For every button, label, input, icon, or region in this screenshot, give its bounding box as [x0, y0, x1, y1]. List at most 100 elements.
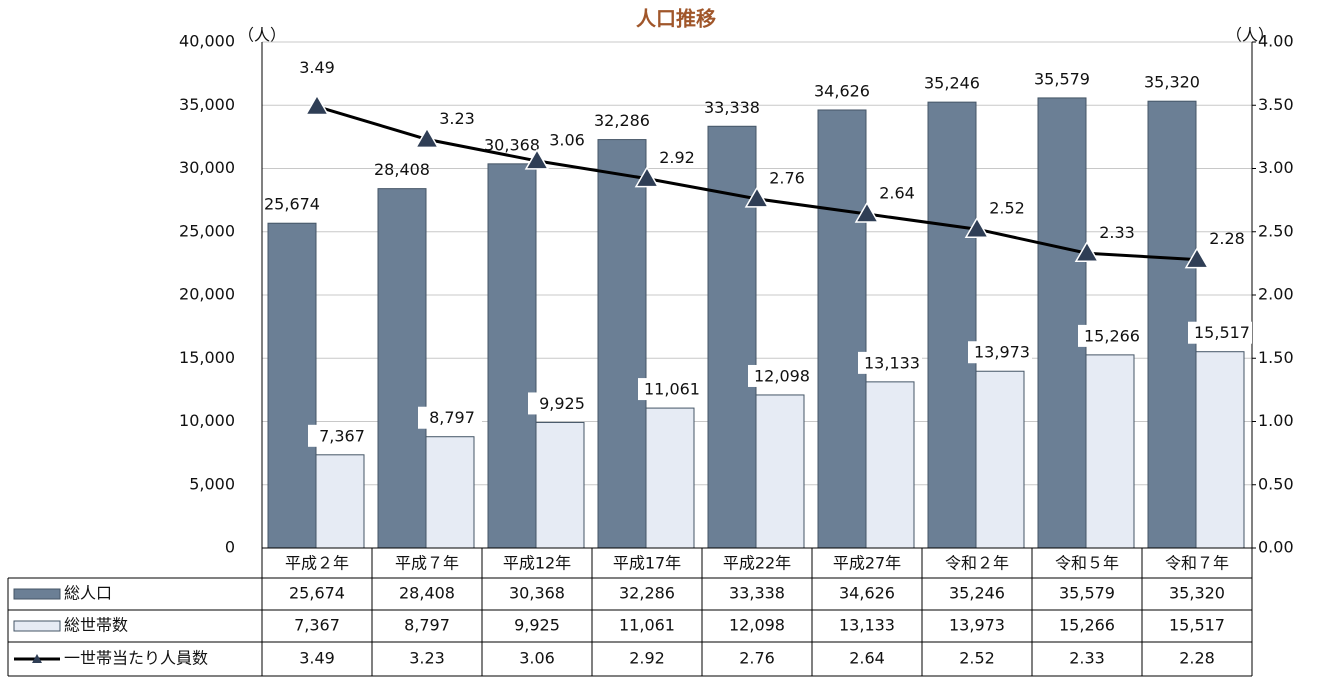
label-bg — [1078, 324, 1142, 347]
bar — [425, 436, 475, 549]
table-cell: 25,674 — [289, 584, 345, 603]
y-tick-label: 35,000 — [179, 95, 235, 114]
bar-value-label: 34,626 — [814, 81, 870, 100]
table-cell: 15,517 — [1169, 616, 1225, 635]
y-axis-label: （人） — [238, 26, 286, 45]
table-cell: 2.92 — [629, 649, 665, 668]
label-bg — [748, 364, 812, 387]
y2-tick-label: 0.00 — [1258, 538, 1294, 557]
table-cell: 13,133 — [839, 616, 895, 635]
bar — [315, 454, 365, 549]
x-tick-label: 令和７年 — [1165, 554, 1229, 573]
marker — [524, 148, 550, 170]
y-tick-label: 5,000 — [189, 474, 235, 493]
bar — [267, 222, 317, 549]
legend-swatch — [13, 588, 61, 600]
marker — [964, 216, 990, 238]
bar — [817, 109, 867, 549]
line-value-label: 2.64 — [879, 184, 915, 203]
x-tick-label: 平成22年 — [723, 554, 791, 573]
y2-axis-label: （人） — [1226, 26, 1274, 45]
marker — [1074, 240, 1100, 263]
line-value-label: 2.52 — [989, 199, 1025, 218]
bar — [645, 407, 695, 549]
bar-value-label: 28,408 — [374, 160, 430, 179]
table-cell: 13,973 — [949, 616, 1005, 635]
table-cell: 9,925 — [514, 616, 560, 635]
y2-tick-label: 2.50 — [1258, 221, 1294, 240]
table-cell: 15,266 — [1059, 616, 1115, 635]
y-tick-label: 0 — [225, 538, 235, 557]
legend-label: 一世帯当たり人員数 — [64, 649, 208, 668]
table-cell: 35,320 — [1169, 584, 1225, 603]
table-cell: 2.33 — [1069, 649, 1105, 668]
y-tick-label: 25,000 — [179, 221, 235, 240]
bar — [865, 381, 915, 549]
table-cell: 3.23 — [409, 649, 445, 668]
y2-tick-label: 2.00 — [1258, 285, 1294, 304]
marker — [304, 94, 330, 116]
table-cell: 30,368 — [509, 584, 565, 603]
bar-value-label: 13,133 — [864, 353, 920, 372]
bar-value-label: 30,368 — [484, 135, 540, 154]
bar-value-label: 7,367 — [319, 426, 365, 445]
line-value-label: 3.23 — [439, 109, 475, 128]
legend-swatch — [13, 620, 61, 632]
bar-value-label: 35,246 — [924, 74, 980, 93]
y2-tick-label: 1.50 — [1258, 348, 1294, 367]
table-cell: 8,797 — [404, 616, 450, 635]
label-bg — [858, 351, 922, 374]
y2-tick-label: 3.00 — [1258, 158, 1294, 177]
bar-value-label: 15,266 — [1084, 326, 1140, 345]
legend-label: 総世帯数 — [64, 616, 128, 635]
table-cell: 35,246 — [949, 584, 1005, 603]
bar-value-label: 12,098 — [754, 366, 810, 385]
table-cell: 34,626 — [839, 584, 895, 603]
bar — [535, 421, 585, 549]
x-tick-label: 平成７年 — [395, 554, 459, 573]
bar — [755, 394, 805, 549]
table-cell: 32,286 — [619, 584, 675, 603]
table-cell: 2.28 — [1179, 649, 1215, 668]
label-bg — [1188, 321, 1252, 344]
line-value-label: 2.92 — [659, 148, 695, 167]
bar — [1085, 354, 1135, 549]
line-value-label: 2.76 — [769, 168, 805, 187]
bar-value-label: 25,674 — [264, 195, 320, 214]
marker — [854, 201, 880, 223]
bar — [927, 101, 977, 549]
bar — [1195, 351, 1245, 549]
table-cell: 35,579 — [1059, 584, 1115, 603]
y2-tick-label: 0.50 — [1258, 474, 1294, 493]
y2-tick-label: 3.50 — [1258, 95, 1294, 114]
table-cell: 3.49 — [299, 649, 335, 668]
bar-value-label: 32,286 — [594, 111, 650, 130]
x-tick-label: 令和２年 — [945, 554, 1009, 573]
table-cell: 7,367 — [294, 616, 340, 635]
label-bg — [968, 341, 1032, 364]
legend-label: 総人口 — [64, 584, 112, 603]
bar — [487, 163, 537, 549]
bar — [597, 139, 647, 549]
table-cell: 3.06 — [519, 649, 555, 668]
bar-value-label: 33,338 — [704, 98, 760, 117]
table-cell: 33,338 — [729, 584, 785, 603]
y2-tick-label: 4.00 — [1258, 32, 1294, 51]
bar — [975, 370, 1025, 549]
line-value-label: 2.33 — [1099, 223, 1135, 242]
y-tick-label: 30,000 — [179, 158, 235, 177]
label-bg — [418, 406, 482, 429]
bar-value-label: 8,797 — [429, 408, 475, 427]
bar-value-label: 9,925 — [539, 394, 585, 413]
bar-value-label: 11,061 — [644, 380, 700, 399]
line-value-label: 3.06 — [549, 130, 585, 149]
marker — [1184, 247, 1210, 269]
legend-swatch — [32, 654, 42, 663]
label-bg — [308, 424, 372, 447]
bar-value-label: 13,973 — [974, 343, 1030, 362]
y-tick-label: 20,000 — [179, 285, 235, 304]
table-cell: 11,061 — [619, 616, 675, 635]
bar — [707, 125, 757, 549]
bar-value-label: 15,517 — [1194, 323, 1250, 342]
